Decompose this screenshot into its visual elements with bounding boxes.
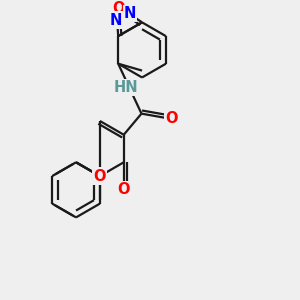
Text: O: O	[165, 111, 178, 126]
Text: O: O	[94, 169, 106, 184]
Text: N: N	[124, 6, 136, 21]
Text: O: O	[118, 182, 130, 197]
Text: N: N	[110, 13, 122, 28]
Text: HN: HN	[114, 80, 139, 95]
Text: O: O	[112, 2, 125, 16]
